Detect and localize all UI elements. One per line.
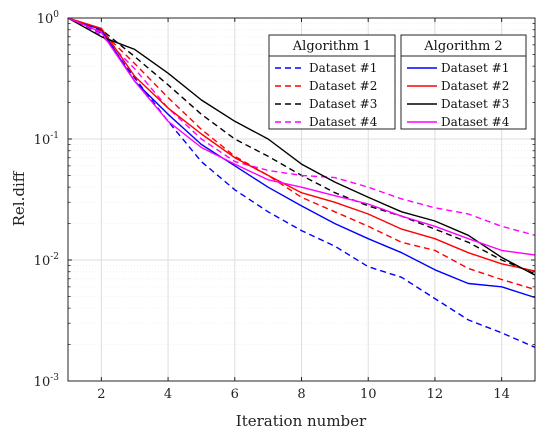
x-tick-label: 14 — [493, 387, 510, 402]
legend-label: Dataset #1 — [441, 61, 509, 75]
series-layer — [67, 17, 536, 348]
x-axis-label: Iteration number — [236, 412, 367, 430]
x-axis: 2 4 6 8 10 12 14 — [97, 18, 510, 402]
x-tick-label: 2 — [97, 387, 105, 402]
y-tick-label: 100 — [37, 10, 60, 27]
legend-label: Dataset #2 — [309, 79, 377, 93]
x-tick-label: 4 — [164, 387, 172, 402]
y-tick-label: 10-1 — [34, 131, 59, 148]
legend-label: Dataset #3 — [309, 97, 377, 111]
x-tick-label: 6 — [231, 387, 239, 402]
series-line-2-4 — [67, 17, 536, 256]
legend-label: Dataset #4 — [441, 115, 510, 129]
legend-layer: Algorithm 1 Dataset #1 Dataset #2 Dataset #… — [268, 34, 527, 130]
legend-label: Dataset #2 — [441, 79, 509, 93]
legend-box — [400, 34, 527, 130]
x-tick-label: 12 — [427, 387, 444, 402]
legend-title: Algorithm 2 — [423, 39, 502, 54]
series-line-1-4 — [67, 17, 536, 236]
x-tick-label: 10 — [360, 387, 377, 402]
series-line-2-2 — [67, 17, 536, 272]
y-tick-label: 10-2 — [34, 252, 59, 269]
legend-1: Algorithm 1 Dataset #1 Dataset #2 Dataset #… — [268, 34, 396, 130]
x-tick-label: 8 — [297, 387, 305, 402]
legend-label: Dataset #3 — [441, 97, 509, 111]
y-axis: 10-3 10-2 10-1 100 — [34, 10, 535, 390]
y-tick-label: 10-3 — [34, 373, 60, 390]
legend-title: Algorithm 1 — [292, 39, 371, 54]
legend-box — [268, 34, 396, 130]
series-line-2-3 — [67, 17, 536, 276]
legend-label: Dataset #4 — [309, 115, 378, 129]
legend-label: Dataset #1 — [309, 61, 377, 75]
legend-2: Algorithm 2 Dataset #1 Dataset #2 Dataset #… — [400, 34, 527, 130]
series-line-2-1 — [67, 17, 536, 299]
y-axis-label: Rel.diff — [10, 170, 28, 226]
